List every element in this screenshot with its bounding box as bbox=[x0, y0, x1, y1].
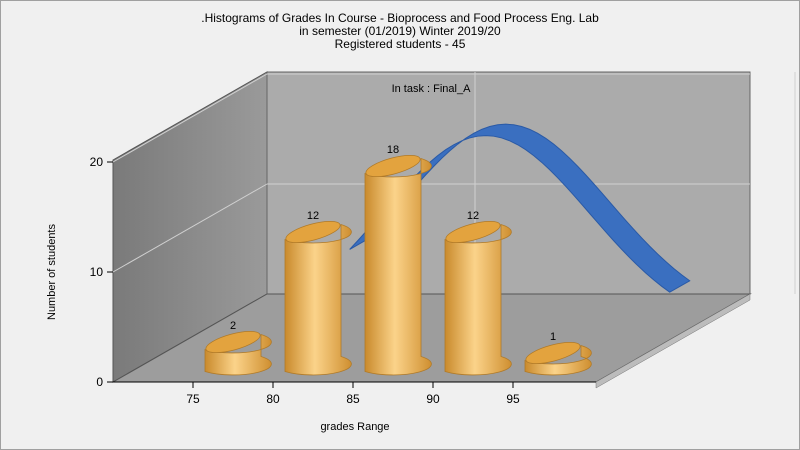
bar-top-75-80 bbox=[205, 331, 261, 353]
bar-body-80-85 bbox=[284, 223, 352, 376]
x-tick-label-90: 90 bbox=[426, 392, 440, 406]
bar-label-80-85: 12 bbox=[307, 210, 319, 222]
bar-body-90-95 bbox=[444, 223, 512, 376]
normal-curve-ribbon bbox=[349, 123, 691, 293]
bar-body-95-100 bbox=[524, 344, 592, 376]
bar-80-85: 12 bbox=[284, 210, 352, 376]
bar-90-95: 12 bbox=[444, 210, 512, 376]
bar-95-100: 1 bbox=[524, 331, 592, 376]
bar-75-80: 2 bbox=[204, 320, 272, 376]
task-annotation: In task : Final_A bbox=[392, 83, 472, 95]
chart-title-line-1: .Histograms of Grades In Course - Biopro… bbox=[201, 11, 599, 25]
chart-title-line-3: Registered students - 45 bbox=[334, 37, 466, 51]
x-tick-label-80: 80 bbox=[266, 392, 280, 406]
y-tick-label-10: 10 bbox=[90, 265, 104, 279]
bar-top-90-95 bbox=[445, 221, 501, 243]
bar-label-75-80: 2 bbox=[230, 320, 236, 332]
y-tick-label-0: 0 bbox=[96, 375, 103, 389]
bar-label-90-95: 12 bbox=[467, 210, 479, 222]
grid-line-left-10 bbox=[112, 183, 268, 273]
floor-edge bbox=[595, 293, 751, 389]
x-axis-title: grades Range bbox=[320, 421, 389, 433]
bars-layer: 2 12 18 12 1 bbox=[204, 144, 592, 376]
bar-body-75-80 bbox=[204, 333, 272, 376]
bar-top-85-90 bbox=[365, 155, 421, 177]
grid-line-left-20 bbox=[112, 73, 268, 163]
bar-top-95-100 bbox=[525, 342, 581, 364]
normal-curve bbox=[349, 123, 691, 293]
x-tick-label-85: 85 bbox=[346, 392, 360, 406]
y-axis-title: Number of students bbox=[46, 224, 58, 320]
bar-top-80-85 bbox=[285, 221, 341, 243]
bar-label-85-90: 18 bbox=[387, 144, 399, 156]
bar-body-85-90 bbox=[364, 157, 432, 376]
chart-title-line-2: in semester (01/2019) Winter 2019/20 bbox=[299, 24, 501, 38]
bar-85-90: 18 bbox=[364, 144, 432, 376]
y-tick-label-20: 20 bbox=[90, 155, 104, 169]
x-tick-label-75: 75 bbox=[186, 392, 200, 406]
x-tick-label-95: 95 bbox=[506, 392, 520, 406]
tick-labels: 0 10 20 75 80 85 90 95 bbox=[90, 155, 596, 406]
bar-label-95-100: 1 bbox=[550, 331, 556, 343]
